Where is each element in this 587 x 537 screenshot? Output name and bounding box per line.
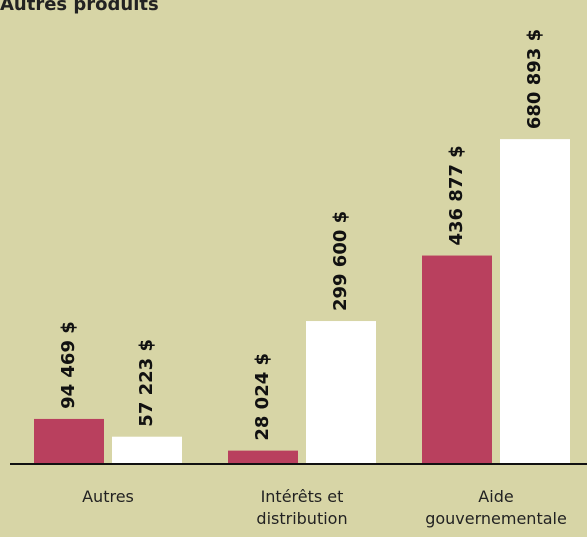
bar — [34, 418, 104, 464]
value-label: 28 024 $ — [252, 353, 273, 441]
value-label: 436 877 $ — [446, 145, 467, 245]
x-tick-label: Aide gouvernementale — [425, 487, 567, 528]
bar — [228, 450, 298, 464]
chart-title: Autres produits — [0, 0, 159, 15]
x-tick-label: Autres — [82, 487, 134, 506]
bar — [422, 255, 492, 464]
x-tick-label: Intérêts et distribution — [256, 487, 348, 528]
value-label: 299 600 $ — [330, 211, 351, 311]
bar — [112, 436, 182, 464]
value-label: 94 469 $ — [58, 321, 79, 409]
bar — [306, 321, 376, 464]
value-label: 57 223 $ — [136, 339, 157, 427]
value-label: 680 893 $ — [524, 29, 545, 129]
bar — [500, 139, 570, 465]
